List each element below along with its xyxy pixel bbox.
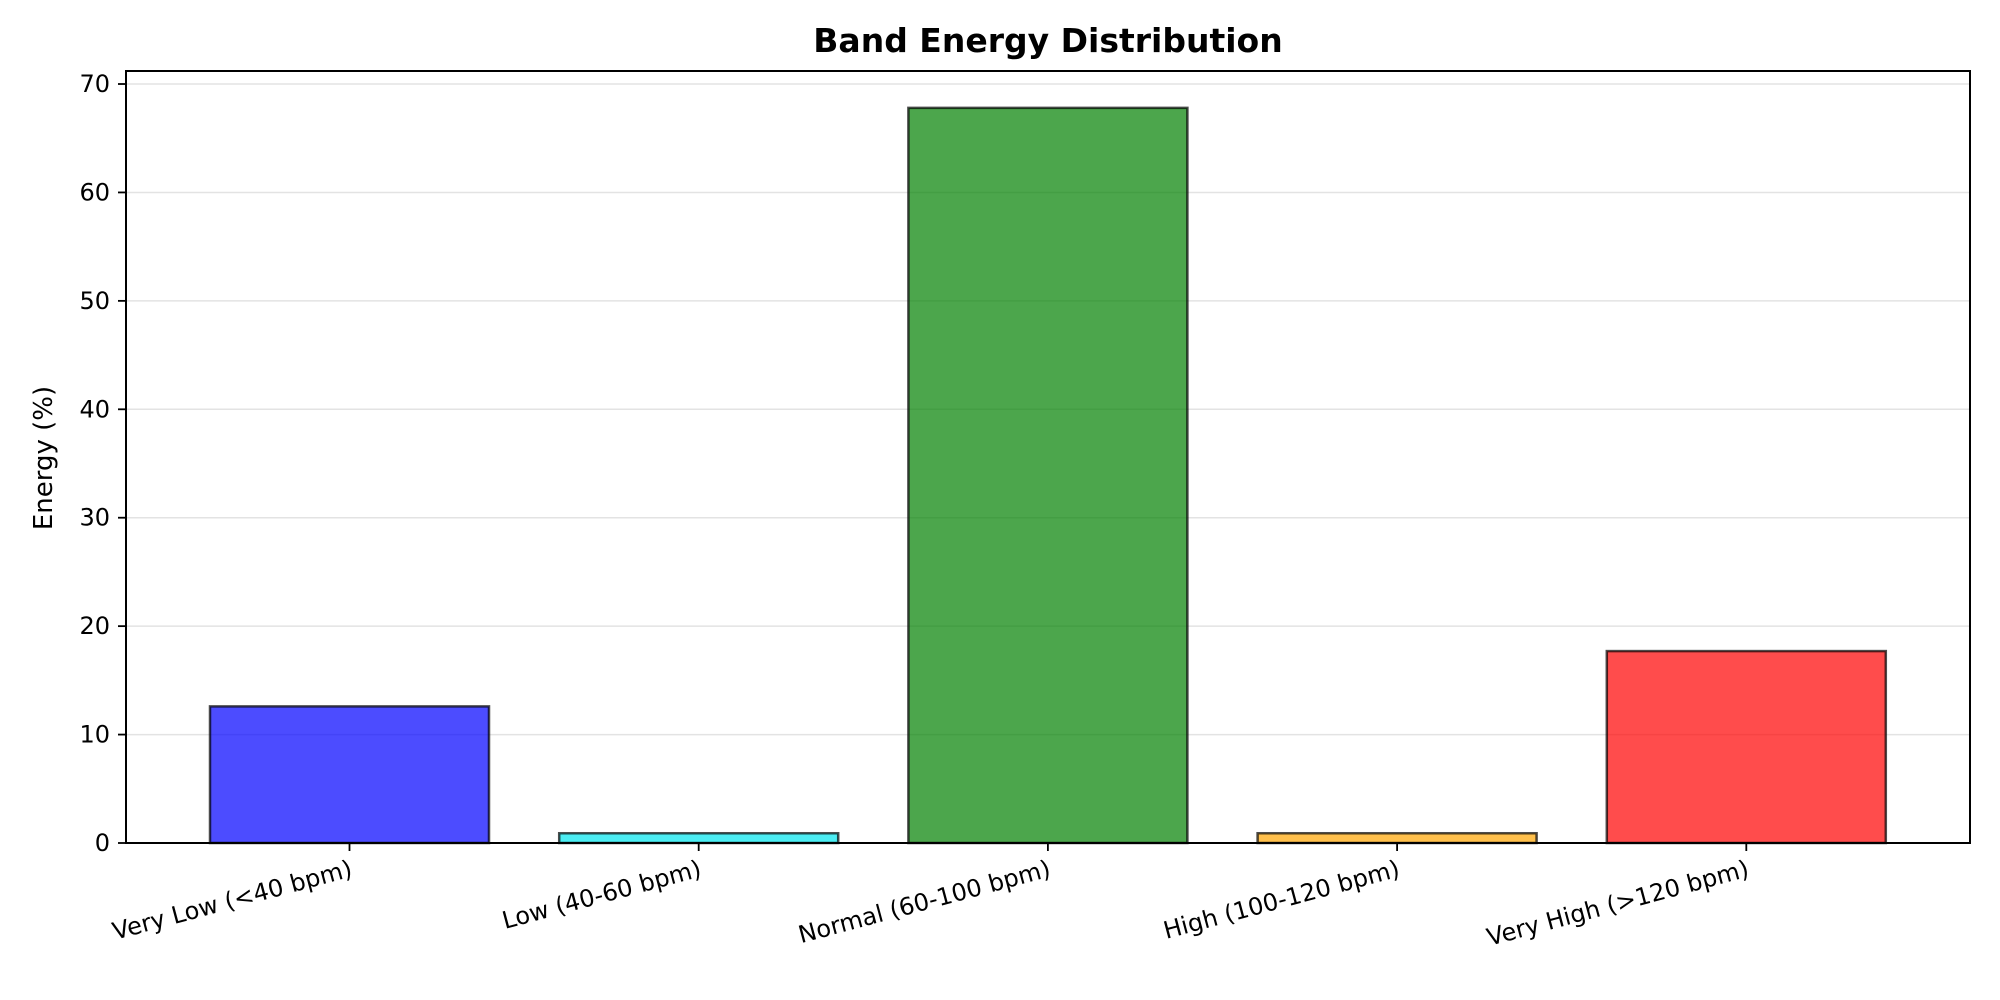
bar-2 [557,831,840,845]
x-tick-label: High (100-120 bpm) [1160,855,1402,945]
x-tick-label: Very Low (<40 bpm) [109,855,355,946]
y-tick-label: 50 [79,287,110,315]
y-tick-label: 70 [79,70,110,98]
bars [208,106,1888,845]
y-tick-label: 30 [79,504,110,532]
y-tick-label: 40 [79,395,110,423]
bar-1 [208,705,491,845]
chart-title: Band Energy Distribution [813,21,1282,60]
bar-5 [1605,649,1888,845]
x-tick-label: Very High (>120 bpm) [1484,855,1752,952]
y-tick-label: 20 [79,612,110,640]
bar-4 [1256,831,1538,845]
y-axis-label: Energy (%) [29,386,59,530]
x-tick-label: Normal (60-100 bpm) [795,855,1053,949]
y-tick-label: 0 [95,829,110,857]
x-tick-label: Low (40-60 bpm) [499,855,704,935]
plot-frame [125,70,1971,844]
y-tick-label: 60 [79,178,110,206]
y-axis-ticks: 0 10 20 30 40 50 60 70 [79,70,126,857]
bar-3 [907,106,1189,845]
y-tick-label: 10 [79,721,110,749]
x-axis-ticks: Very Low (<40 bpm) Low (40-60 bpm) Normal … [109,843,1752,952]
